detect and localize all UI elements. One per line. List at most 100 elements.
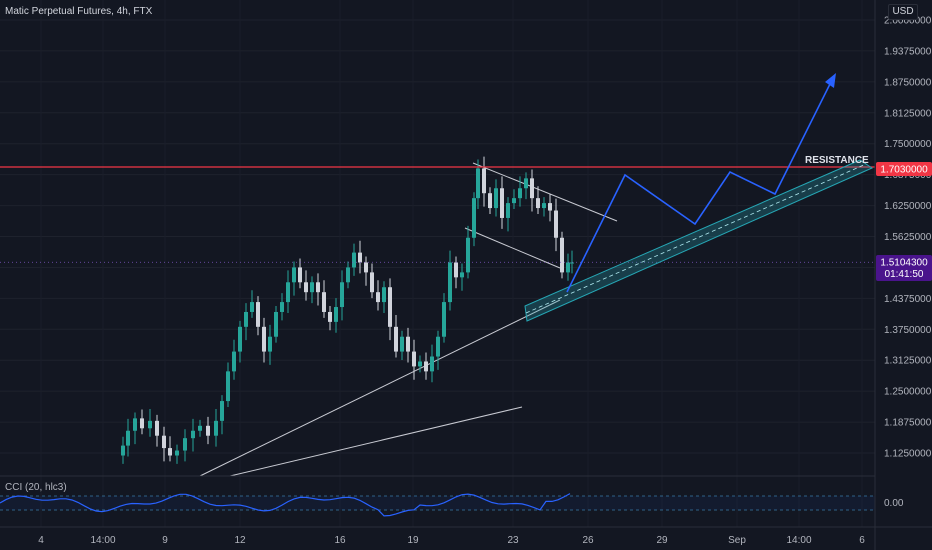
candle-body [214,420,218,436]
candle-body [530,178,534,199]
trendline-wedge-lower [464,227,561,269]
candle [542,197,546,217]
candle [418,355,422,373]
candle-body [175,450,179,456]
candle-body [418,361,422,367]
candle [286,270,290,313]
countdown-text: 01:41:50 [885,269,924,280]
candle-body [126,430,130,446]
candle-body [310,282,314,293]
candle-body [268,336,272,352]
candle-body [442,302,446,337]
candle-body [512,198,516,204]
candle-body [168,448,172,456]
candle-body [191,430,195,439]
cci-legend-label[interactable]: CCI (20, hlc3) [5,482,67,493]
candle-body [220,401,224,421]
candle-body [388,287,392,327]
candle-body [560,237,564,273]
candle-body [304,282,308,293]
candle [376,280,380,311]
candle [148,408,152,437]
candle [133,412,137,445]
candle-body [536,198,540,209]
candle [364,256,368,286]
candle-body [506,203,510,218]
time-tick-label: 14:00 [90,535,115,546]
candle [162,426,166,462]
candle [238,320,242,363]
candle [121,436,125,464]
candle-body [500,188,504,218]
candle [370,263,374,299]
resistance-price-tag: 1.7030000 [876,162,932,176]
price-axis[interactable]: 2.0000000 1.9375000 1.8750000 1.8125000 1.75… [884,16,932,460]
candle [448,250,452,311]
candle [454,256,458,289]
candle [482,156,486,207]
candle [155,414,159,447]
time-tick-label: 29 [656,535,668,546]
candle-body [183,438,187,451]
candle [436,330,440,370]
time-tick-label: 16 [334,535,346,546]
candle-body [352,252,356,268]
candle-body [364,262,368,273]
candle-body [155,420,159,436]
cci-line [0,493,571,517]
channel-midline [525,163,867,314]
candle [322,280,326,318]
time-tick-label: 19 [407,535,419,546]
candle-body [358,252,362,263]
candle [268,324,272,365]
candle-body [570,262,574,264]
projection-arrowhead [825,73,836,88]
candle [168,436,172,462]
time-axis[interactable]: 4 14:00 9 12 16 19 23 26 29 Sep 14:00 6 [38,535,865,546]
candle-body [280,302,284,312]
price-tick-label: 2.0000000 [884,16,932,27]
candle [126,418,130,457]
candle [328,306,332,331]
candle-body [198,425,202,431]
price-tick-label: 1.5625000 [884,232,932,243]
candle [256,296,260,336]
price-tick-label: 1.8125000 [884,108,932,119]
time-tick-label: 26 [582,535,594,546]
symbol-title[interactable]: Matic Perpetual Futures, 4h, FTX [5,6,153,17]
cci-band [0,496,875,510]
ascending-channel [524,159,874,322]
candle [400,330,404,360]
price-tick-label: 1.4375000 [884,294,932,305]
candle-body [488,193,492,209]
candle-body [370,272,374,293]
price-tick-label: 1.6250000 [884,201,932,212]
candle [530,169,534,212]
candle [388,278,392,341]
grid [0,19,875,454]
candle-body [548,203,552,211]
candle-body [244,311,248,327]
candle [340,270,344,321]
candle-body [518,188,522,199]
candle-body [148,420,152,429]
trendline-wedge-upper [472,162,618,222]
candle [430,344,434,383]
candle [226,362,230,407]
candle [406,327,410,363]
candle-body [524,178,528,189]
candle [280,293,284,321]
time-tick-label: 6 [859,535,865,546]
candle-body [394,326,398,352]
candle [560,231,564,279]
candle-body [554,210,558,238]
price-tick-label: 1.3750000 [884,325,932,336]
candle [460,263,464,291]
currency-badge[interactable]: USD [888,4,918,20]
time-tick-label: 23 [507,535,519,546]
current-price-text: 1.5104300 [880,258,928,269]
candle-body [250,302,254,312]
candle-body [424,361,428,372]
